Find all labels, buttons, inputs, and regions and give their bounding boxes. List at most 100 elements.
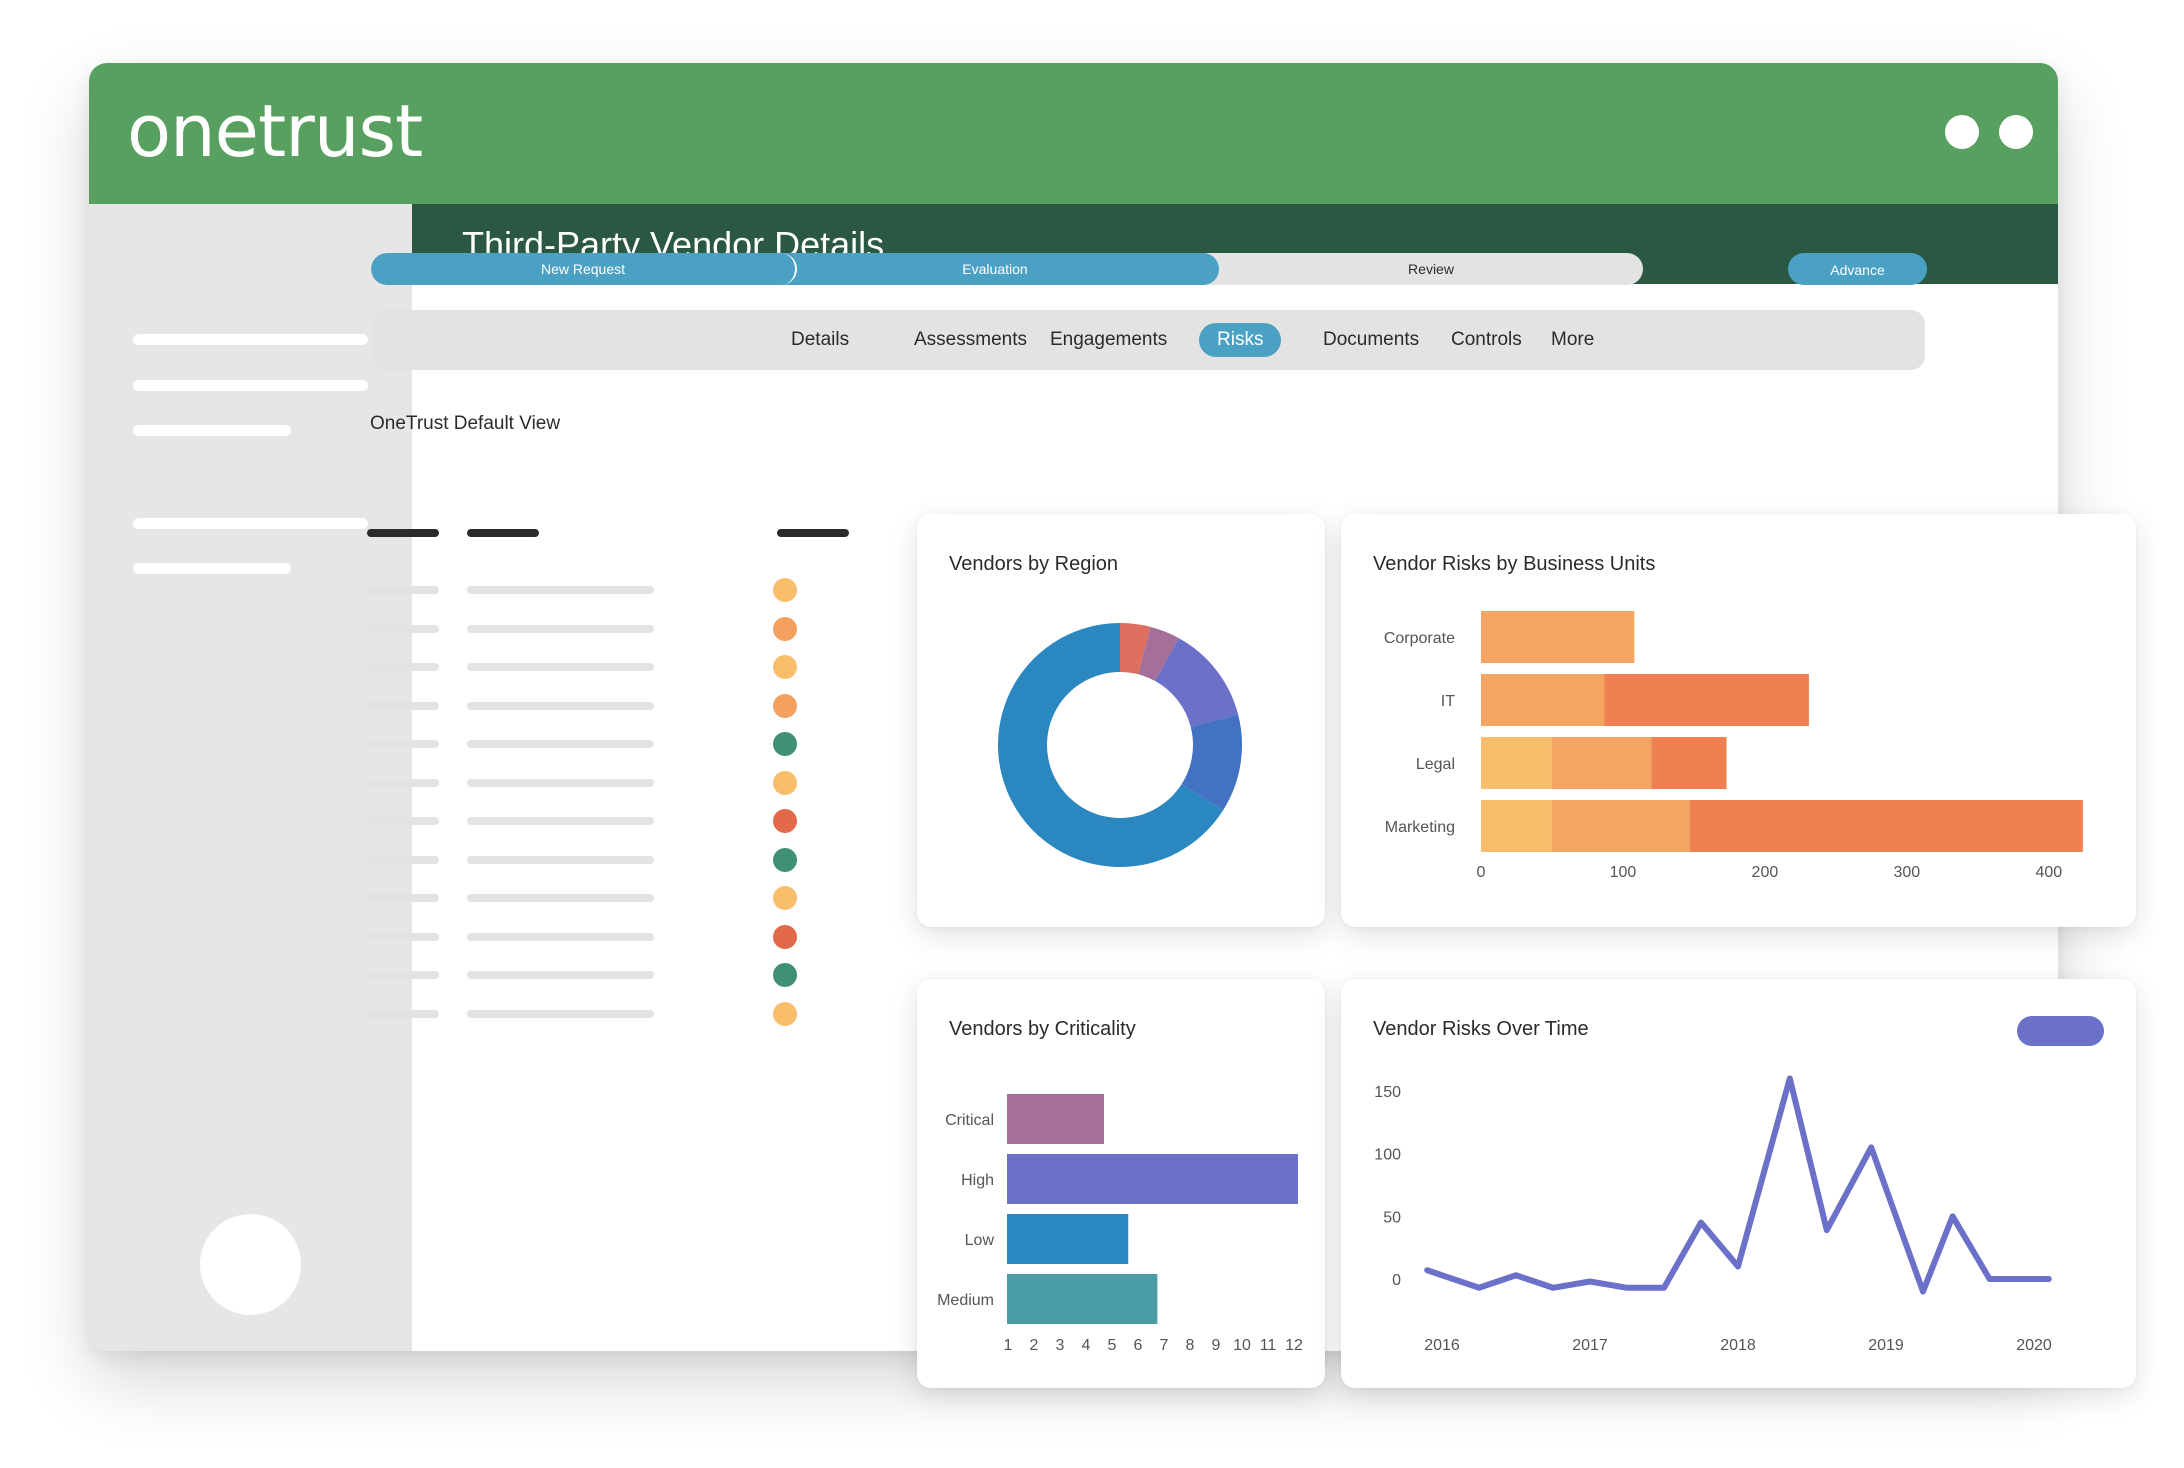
status-dot-icon[interactable] <box>773 732 797 756</box>
category-label: Medium <box>937 1292 994 1309</box>
risk-bar-segment <box>1481 800 1552 852</box>
table-cell[interactable] <box>467 740 654 748</box>
table-cell[interactable] <box>467 932 654 941</box>
table-cell[interactable] <box>467 624 654 633</box>
vendor-risks-by-business-units-chart: Corporate IT Legal Marketing 0 100 200 300 400 <box>1384 611 2083 881</box>
tab-controls[interactable]: Controls <box>1451 329 1522 350</box>
x-tick-label: 7 <box>1160 1337 1169 1354</box>
x-tick-label: 0 <box>1477 864 1486 881</box>
column-header[interactable] <box>777 529 849 537</box>
status-dot-icon[interactable] <box>773 770 797 795</box>
table-cell[interactable] <box>467 778 654 787</box>
tab-documents[interactable]: Documents <box>1323 329 1420 350</box>
tab-bar: Details Assessments Engagements Risks Do… <box>373 310 1925 370</box>
status-dot-icon[interactable] <box>773 924 797 949</box>
tab-engagements[interactable]: Engagements <box>1050 329 1168 350</box>
x-tick-label: 6 <box>1134 1337 1143 1354</box>
x-tick-label: 2018 <box>1720 1337 1756 1354</box>
x-tick-label: 200 <box>1752 864 1779 881</box>
x-tick-label: 5 <box>1108 1337 1117 1354</box>
table-cell[interactable] <box>367 778 439 787</box>
sidebar-item[interactable] <box>133 380 368 391</box>
tab-more[interactable]: More <box>1551 329 1595 350</box>
table-cell[interactable] <box>367 1009 439 1018</box>
x-tick-label: 2 <box>1030 1337 1039 1354</box>
table-cell[interactable] <box>367 586 439 594</box>
vendors-by-region-chart <box>997 623 1242 867</box>
sidebar-item[interactable] <box>133 334 368 345</box>
sidebar-item[interactable] <box>133 563 291 574</box>
table-cell[interactable] <box>367 894 439 902</box>
x-tick-label: 2020 <box>2016 1337 2052 1354</box>
y-tick-label: 100 <box>1374 1147 1401 1164</box>
table-cell[interactable] <box>467 971 654 979</box>
table-cell[interactable] <box>467 1009 654 1018</box>
category-label: Corporate <box>1384 630 1455 647</box>
table-cell[interactable] <box>467 855 654 864</box>
card-title: Vendors by Region <box>949 553 1119 575</box>
x-tick-label: 11 <box>1260 1337 1277 1354</box>
x-tick-label: 3 <box>1056 1337 1065 1354</box>
region-slice <box>997 623 1224 867</box>
avatar[interactable] <box>200 1214 301 1315</box>
region-slice <box>1181 714 1242 811</box>
tab-risks[interactable]: Risks <box>1199 323 1282 357</box>
column-header[interactable] <box>367 529 439 537</box>
category-label: Legal <box>1416 756 1455 773</box>
x-tick-label: 9 <box>1212 1337 1221 1354</box>
step-new-request[interactable]: New Request <box>371 253 797 285</box>
workflow-progress: New Request Evaluation Review <box>371 253 1643 285</box>
sidebar-item[interactable] <box>133 518 368 529</box>
y-tick-label: 150 <box>1374 1084 1401 1101</box>
table-cell[interactable] <box>367 701 439 710</box>
x-tick-label: 300 <box>1894 864 1921 881</box>
risk-bar-segment <box>1689 800 2083 852</box>
table-cell[interactable] <box>367 855 439 864</box>
step-review[interactable]: Review <box>1408 261 1454 277</box>
risk-bar-segment <box>1604 674 1809 726</box>
tab-assessments[interactable]: Assessments <box>914 329 1027 350</box>
status-dot-icon[interactable] <box>773 809 797 833</box>
table-cell[interactable] <box>367 971 439 979</box>
window-dot-icon[interactable] <box>1945 115 1979 149</box>
window-dot-icon[interactable] <box>1999 115 2033 149</box>
risk-bar-segment <box>1481 674 1605 726</box>
table-cell[interactable] <box>467 894 654 902</box>
status-dot-icon[interactable] <box>773 655 797 679</box>
table-cell[interactable] <box>467 817 654 825</box>
criticality-bar <box>1007 1274 1158 1324</box>
tab-details[interactable]: Details <box>791 329 850 350</box>
sidebar <box>89 204 412 1351</box>
table-cell[interactable] <box>367 932 439 941</box>
table-cell[interactable] <box>467 663 654 671</box>
status-dot-icon[interactable] <box>773 1001 797 1026</box>
card-title: Vendor Risks by Business Units <box>1373 553 1656 575</box>
x-tick-label: 2019 <box>1868 1337 1904 1354</box>
table-cell[interactable] <box>367 817 439 825</box>
status-dot-icon[interactable] <box>773 578 797 602</box>
table-cell[interactable] <box>367 663 439 671</box>
x-tick-label: 8 <box>1186 1337 1195 1354</box>
advance-button[interactable]: Advance <box>1788 253 1927 285</box>
status-dot-icon[interactable] <box>773 847 797 872</box>
x-tick-label: 2016 <box>1424 1337 1460 1354</box>
table-cell[interactable] <box>467 701 654 710</box>
column-header[interactable] <box>467 529 539 537</box>
status-dot-icon[interactable] <box>773 963 797 987</box>
category-label: High <box>961 1172 994 1189</box>
status-dot-icon[interactable] <box>773 886 797 910</box>
risks-over-time-card: Vendor Risks Over Time 150 100 50 0 2016 2017… <box>1341 979 2136 1388</box>
step-evaluation[interactable]: Evaluation <box>771 253 1219 285</box>
view-selector[interactable]: OneTrust Default View <box>370 413 561 434</box>
table-cell[interactable] <box>367 740 439 748</box>
risk-bar-segment <box>1551 737 1652 789</box>
status-dot-icon[interactable] <box>773 693 797 718</box>
region-slice <box>1138 626 1179 682</box>
table-cell[interactable] <box>467 586 654 594</box>
series-toggle[interactable] <box>2017 1016 2104 1046</box>
table-cell[interactable] <box>367 624 439 633</box>
category-label: Marketing <box>1385 819 1455 836</box>
status-dot-icon[interactable] <box>773 616 797 641</box>
sidebar-item[interactable] <box>133 425 291 436</box>
